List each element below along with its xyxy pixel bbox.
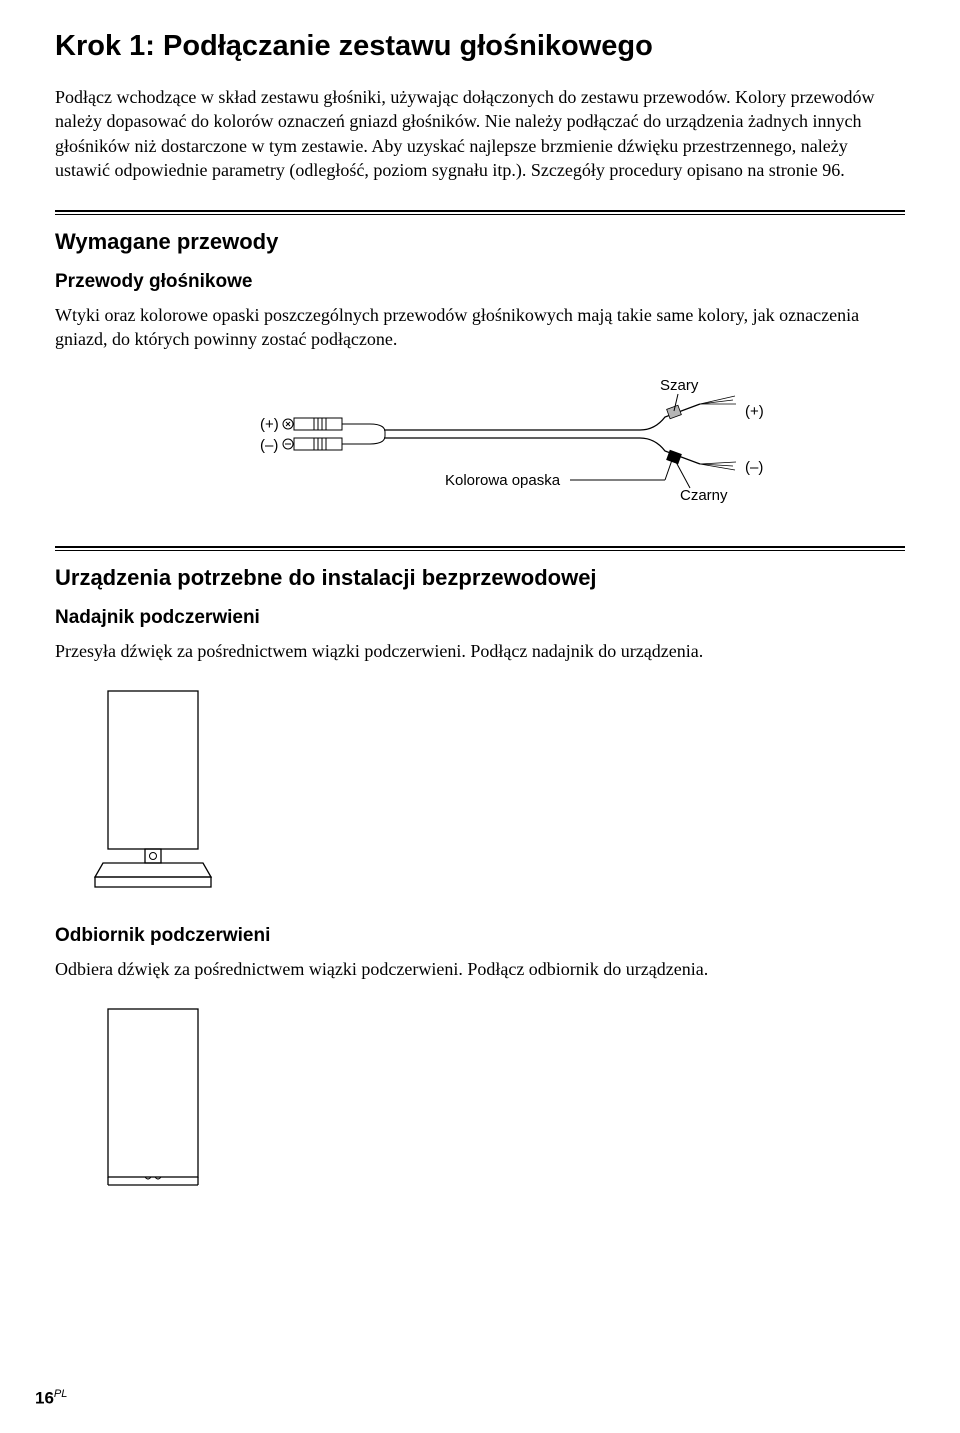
plug-top — [283, 418, 342, 430]
speaker-cables-text: Wtyki oraz kolorowe opaski poszczególnyc… — [55, 303, 905, 352]
wire-tip-top — [700, 396, 736, 404]
subsection-heading-receiver: Odbiornik podczerwieni — [55, 925, 905, 947]
receiver-text: Odbiera dźwięk za pośrednictwem wiązki p… — [55, 957, 905, 981]
label-gray: Szary — [660, 377, 699, 394]
wire-tip-bottom — [700, 462, 736, 470]
subsection-heading-transmitter: Nadajnik podczerwieni — [55, 607, 905, 629]
plug-bottom — [283, 438, 342, 450]
receiver-diagram — [63, 1001, 243, 1211]
transmitter-text: Przesyła dźwięk za pośrednictwem wiązki … — [55, 639, 905, 663]
label-black: Czarny — [680, 487, 728, 504]
label-minus-right: (–) — [745, 459, 763, 476]
label-band: Kolorowa opaska — [445, 472, 561, 489]
intro-paragraph: Podłącz wchodzące w skład zestawu głośni… — [55, 85, 905, 182]
transmitter-diagram — [63, 683, 243, 903]
page-suffix: PL — [54, 1388, 67, 1400]
label-minus-left: (–) — [260, 437, 278, 454]
page-footer: 16PL — [35, 1388, 67, 1409]
section-divider: Wymagane przewody Przewody głośnikowe Wt… — [55, 210, 905, 522]
page-title: Krok 1: Podłączanie zestawu głośnikowego — [55, 30, 905, 63]
cable-diagram: Szary (+) (–) Czarny Kolorowa opaska (+)… — [160, 372, 800, 522]
subsection-heading-speaker-cables: Przewody głośnikowe — [55, 271, 905, 293]
label-plus-left: (+) — [260, 416, 279, 433]
label-plus-right: (+) — [745, 403, 764, 420]
page-number: 16 — [35, 1389, 54, 1408]
section-heading-cables: Wymagane przewody — [55, 229, 905, 255]
section-divider: Urządzenia potrzebne do instalacji bezpr… — [55, 546, 905, 1212]
section-heading-wireless: Urządzenia potrzebne do instalacji bezpr… — [55, 565, 905, 591]
